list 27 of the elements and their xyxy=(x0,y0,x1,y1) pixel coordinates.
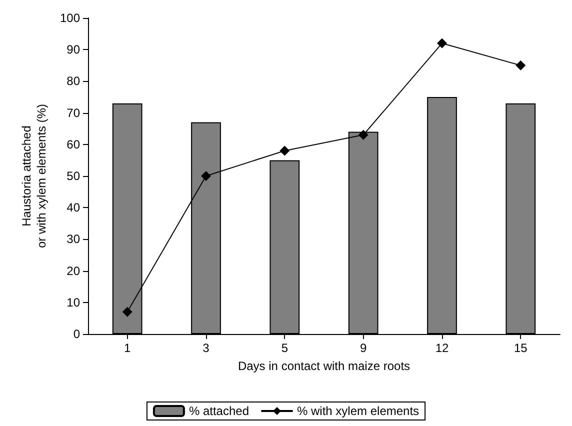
point xyxy=(201,171,211,181)
x-tick-label: 12 xyxy=(435,341,449,355)
y-tick-label: 100 xyxy=(60,11,80,25)
x-tick-label: 15 xyxy=(514,341,528,355)
legend-label: % attached xyxy=(188,404,250,418)
y-tick-label: 60 xyxy=(66,137,80,152)
y-tick-label: 0 xyxy=(73,327,80,341)
point xyxy=(516,60,526,70)
y-tick-label: 10 xyxy=(66,295,80,310)
y-tick-label: 50 xyxy=(66,169,80,183)
point xyxy=(122,306,132,317)
y-tick-label: 20 xyxy=(66,264,80,278)
point xyxy=(358,130,368,140)
point xyxy=(437,38,447,48)
y-tick-label: 70 xyxy=(66,106,80,120)
x-axis-title: Days in contact with maize roots xyxy=(238,359,410,373)
x-tick-label: 1 xyxy=(124,341,131,355)
y-tick-label: 80 xyxy=(66,74,80,88)
y-tick-label: 90 xyxy=(66,42,80,57)
point xyxy=(280,146,290,156)
x-tick-label: 3 xyxy=(202,341,210,355)
y-tick-label: 30 xyxy=(66,232,80,246)
y-axis-title: Haustoria attached or with xylem elements (%) xyxy=(20,104,49,248)
x-tick-label: 5 xyxy=(281,341,288,355)
legend-label: % with xylem elements xyxy=(297,404,420,418)
y-tick-label: 40 xyxy=(66,200,80,215)
x-tick-label: 9 xyxy=(360,341,367,355)
